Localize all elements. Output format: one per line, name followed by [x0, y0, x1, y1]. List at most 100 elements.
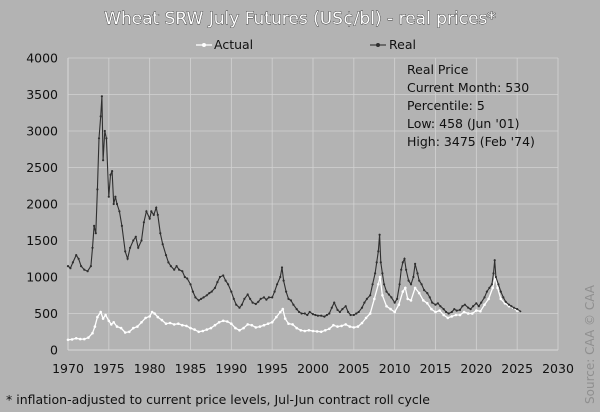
data-point-real: [341, 308, 344, 311]
data-point-real: [69, 267, 72, 270]
data-point-real: [155, 206, 158, 209]
data-point-real: [287, 297, 290, 300]
data-point-real: [251, 301, 254, 304]
data-point-real: [428, 296, 431, 299]
data-point-real: [295, 308, 298, 311]
data-point-actual: [230, 322, 233, 326]
data-point-real: [107, 195, 110, 198]
data-point-actual: [258, 325, 262, 328]
data-point-real: [316, 314, 319, 317]
data-point-real: [273, 290, 276, 293]
data-point-real: [383, 283, 386, 286]
data-point-real: [461, 305, 464, 308]
data-point-actual: [140, 321, 143, 324]
x-tick-label: 2020: [460, 361, 492, 376]
data-point-real: [232, 297, 235, 300]
data-point-real: [289, 299, 292, 302]
data-point-real: [161, 243, 164, 246]
data-point-actual: [160, 318, 164, 322]
data-point-real: [112, 202, 115, 206]
x-tick-label: 1985: [175, 361, 207, 376]
data-point-real: [208, 292, 211, 295]
data-point-actual: [404, 286, 407, 290]
data-point-actual: [254, 326, 258, 329]
data-point-real: [66, 265, 70, 268]
data-point-actual: [148, 315, 151, 318]
annotation-low: Low: 458 (Jun '01): [407, 116, 520, 131]
data-point-real: [280, 266, 284, 269]
data-point-real: [282, 279, 285, 282]
data-point-actual: [378, 275, 382, 279]
data-point-actual: [417, 291, 421, 295]
y-tick-label: 1500: [26, 233, 58, 248]
data-point-real: [349, 313, 352, 317]
data-point-real: [109, 173, 112, 176]
data-point-real: [455, 309, 458, 312]
data-point-actual: [438, 309, 441, 312]
data-point-actual: [466, 312, 470, 315]
data-point-actual: [315, 330, 319, 333]
data-point-actual: [66, 338, 70, 342]
data-point-real: [254, 302, 257, 306]
data-point-real: [197, 299, 200, 302]
data-point-actual: [311, 329, 315, 333]
data-point-actual: [406, 297, 410, 301]
annotation-current-month: Current Month: 530: [407, 80, 529, 95]
data-point-actual: [356, 325, 360, 328]
data-point-real: [202, 296, 205, 299]
data-point-real: [126, 257, 129, 260]
data-point-actual: [409, 299, 413, 302]
data-point-actual: [150, 310, 154, 314]
data-point-real: [262, 296, 266, 299]
data-point-real: [152, 213, 155, 216]
data-point-actual: [479, 310, 482, 313]
data-point-real: [271, 296, 274, 299]
data-point-real: [175, 265, 178, 268]
x-tick-label: 1975: [93, 361, 125, 376]
annotation-heading: Real Price: [407, 62, 469, 77]
data-point-actual: [234, 326, 237, 330]
data-point-real: [369, 294, 372, 297]
data-point-real: [469, 308, 472, 311]
data-point-real: [510, 305, 513, 308]
legend-label-real: Real: [389, 37, 416, 52]
data-point-actual: [291, 323, 294, 326]
data-point-actual: [110, 323, 113, 326]
data-point-actual: [422, 299, 425, 302]
data-point-real: [519, 310, 522, 313]
legend-marker-actual: [202, 43, 206, 47]
data-point-real: [91, 246, 94, 249]
data-point-real: [173, 268, 176, 271]
data-point-real: [418, 279, 421, 282]
data-point-real: [169, 265, 172, 268]
data-point-real: [94, 232, 97, 235]
data-point-actual: [164, 322, 168, 326]
data-point-real: [89, 265, 92, 268]
data-point-actual: [487, 297, 490, 301]
data-point-actual: [250, 323, 254, 327]
data-point-actual: [153, 312, 156, 315]
data-point-actual: [368, 312, 372, 315]
data-point-actual: [115, 325, 119, 328]
data-point-real: [352, 313, 355, 317]
data-point-real: [493, 259, 496, 262]
chart-title: Wheat SRW July Futures (US¢/bl) - real p…: [104, 9, 496, 29]
data-point-actual: [197, 330, 200, 334]
data-point-actual: [119, 326, 123, 330]
data-point-actual: [242, 326, 245, 330]
data-point-real: [385, 290, 388, 293]
data-point-actual: [360, 321, 364, 325]
data-point-real: [96, 188, 99, 191]
data-point-actual: [205, 328, 209, 331]
data-point-real: [159, 232, 162, 235]
data-point-real: [436, 302, 439, 305]
data-point-real: [497, 283, 500, 286]
data-point-actual: [430, 307, 433, 311]
data-point-real: [344, 305, 347, 308]
x-tick-label: 1990: [215, 361, 247, 376]
data-point-real: [338, 310, 341, 314]
data-point-real: [181, 270, 184, 273]
y-tick-label: 3500: [26, 87, 58, 102]
